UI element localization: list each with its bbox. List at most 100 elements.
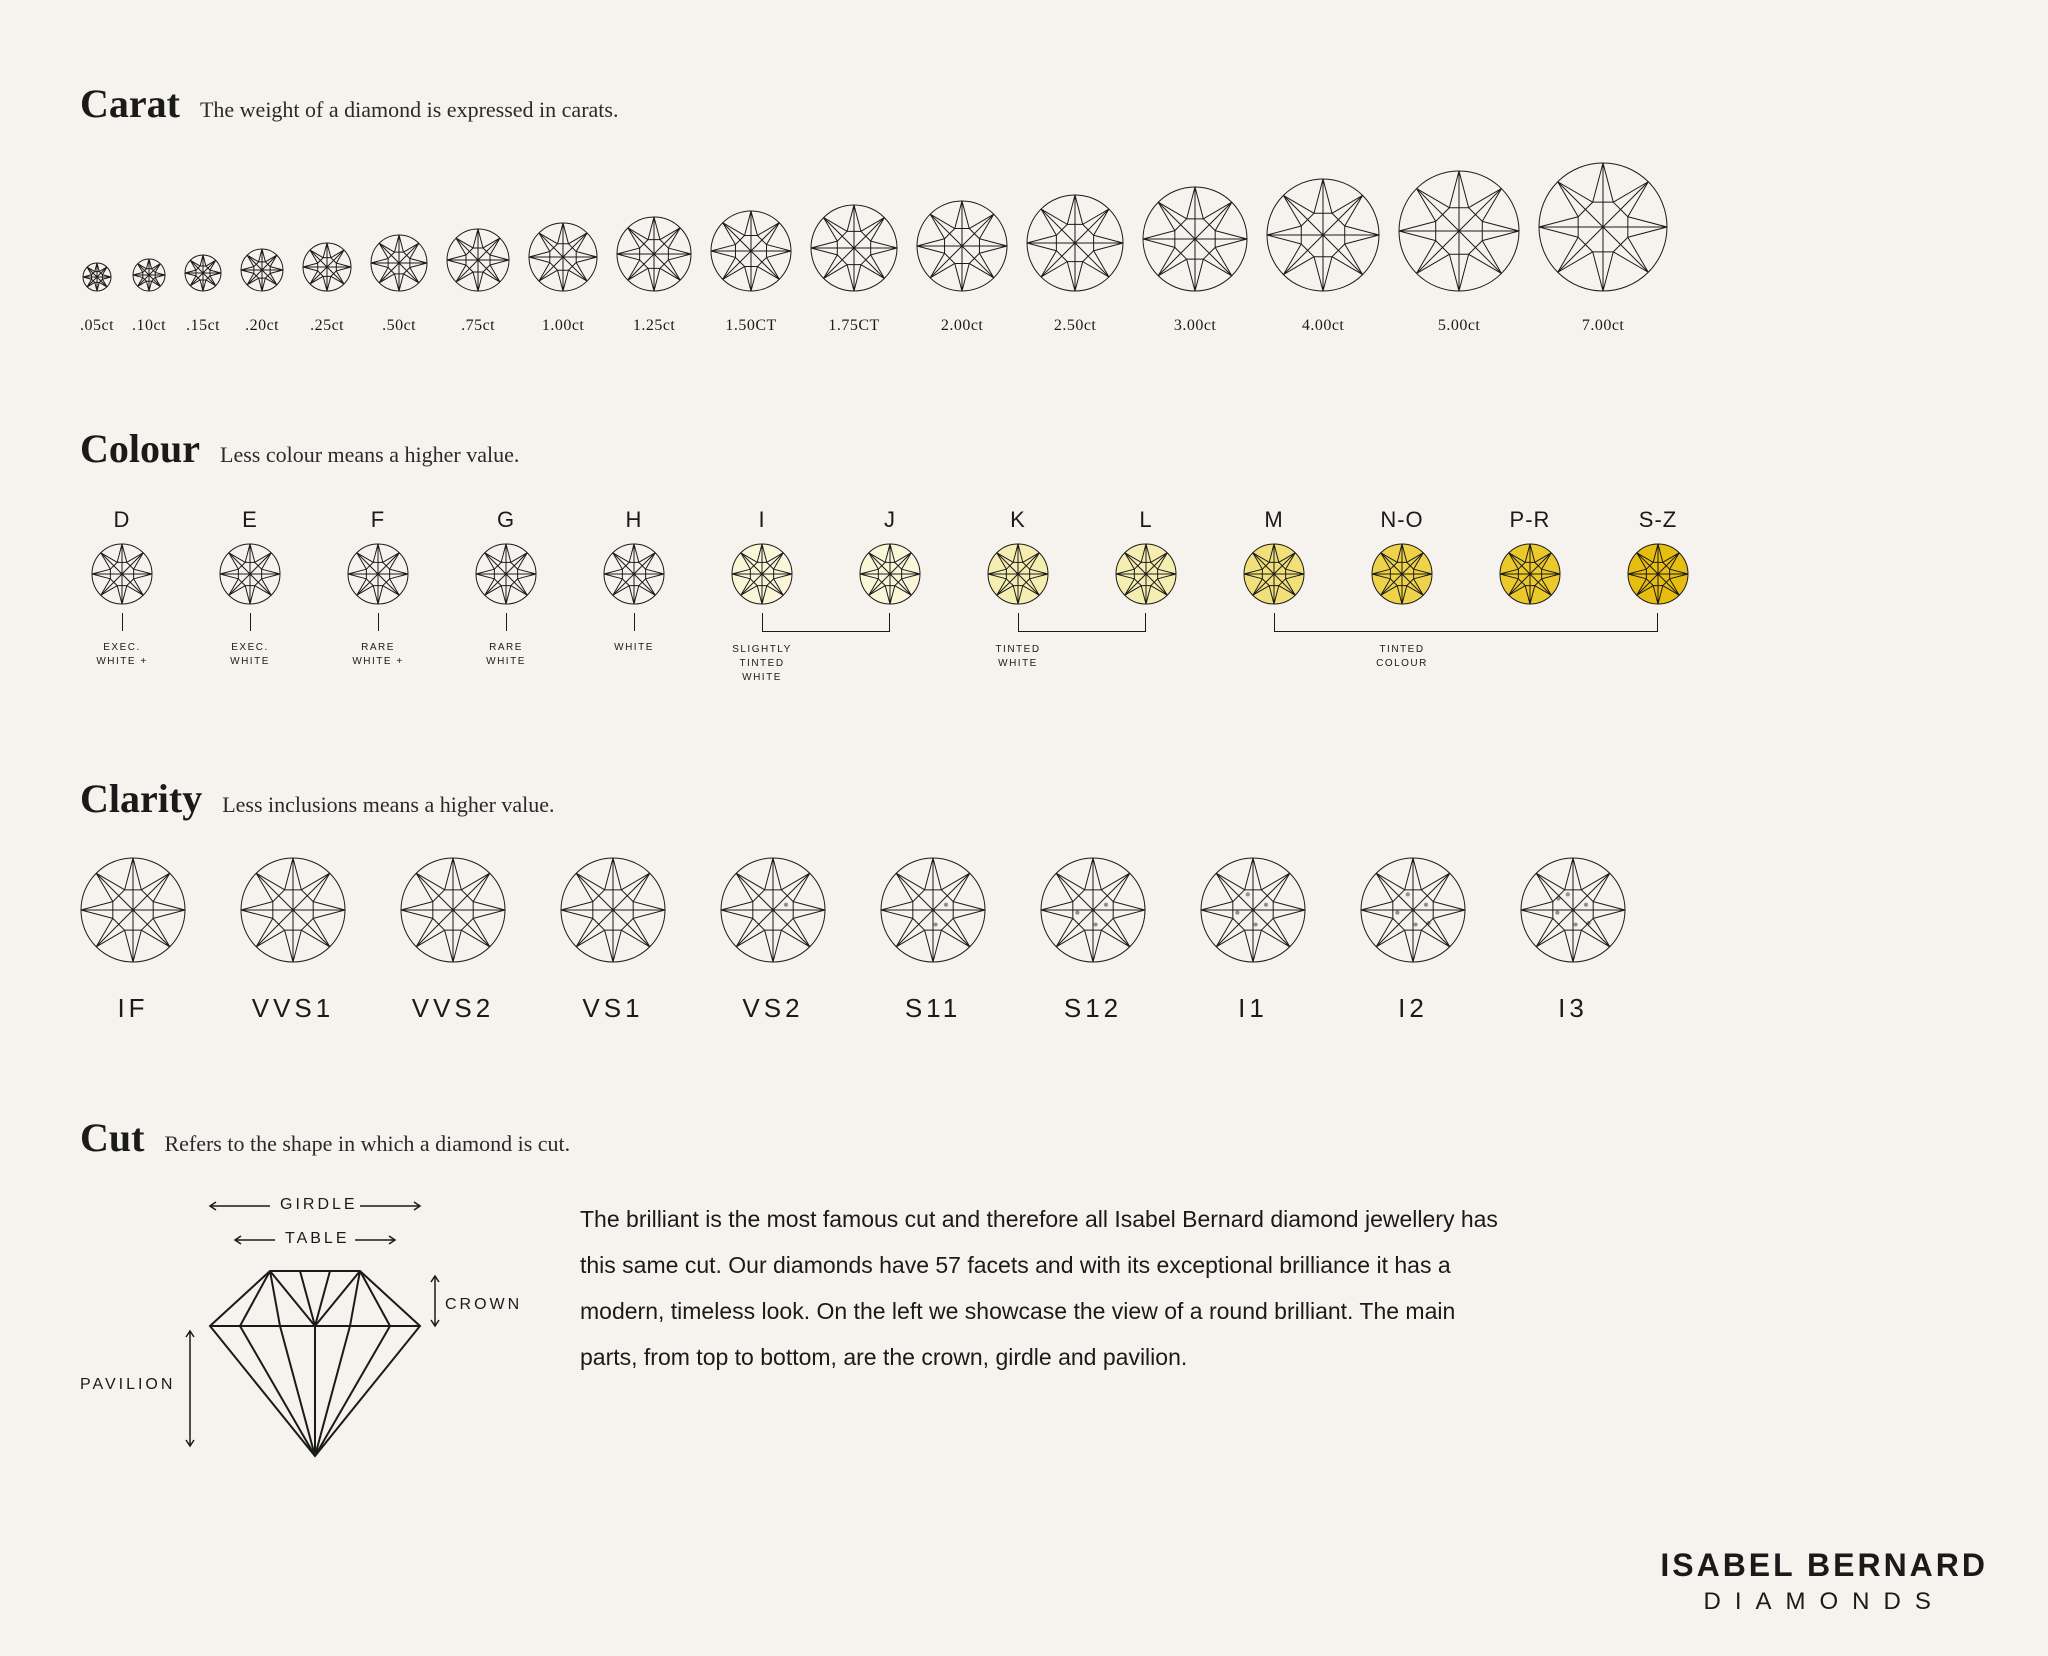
carat-label: 7.00ct [1582,317,1625,335]
colour-item: E EXEC. WHITE [208,507,292,669]
diamond-top-icon [1200,857,1306,963]
colour-item: K TINTED WHITE [976,507,1060,671]
cut-body: GIRDLE TABLE CROWN PAVILION [80,1196,1968,1496]
clarity-label: VVS1 [252,993,335,1024]
colour-bracket [1082,613,1210,633]
colour-item: F RARE WHITE + [336,507,420,669]
carat-label: 4.00ct [1302,317,1345,335]
carat-item: .50ct [370,234,428,335]
clarity-item: I2 [1360,857,1466,1024]
carat-subtitle: The weight of a diamond is expressed in … [200,97,618,123]
colour-item: D EXEC. WHITE + [80,507,164,669]
clarity-label: VVS2 [412,993,495,1024]
diamond-top-icon [859,543,921,605]
carat-label: 5.00ct [1438,317,1481,335]
carat-label: .25ct [310,317,344,335]
carat-item: .25ct [302,242,352,335]
colour-row: D EXEC. WHITE + E EXEC. WHITE F RARE WHI… [80,507,1968,685]
carat-header: Carat The weight of a diamond is express… [80,80,1968,127]
diamond-top-icon [80,857,186,963]
colour-desc: EXEC. WHITE + [96,641,147,669]
colour-group-label [1656,643,1660,671]
diamond-top-icon [528,222,598,292]
colour-bracket [826,613,954,633]
diamond-top-icon [810,204,898,292]
cut-header: Cut Refers to the shape in which a diamo… [80,1114,1968,1161]
colour-desc: EXEC. WHITE [230,641,270,669]
clarity-label: VS1 [582,993,643,1024]
diamond-top-icon [1142,186,1248,292]
colour-bracket [698,613,826,633]
colour-item: G RARE WHITE [464,507,548,669]
colour-item: I SLIGHTLY TINTED WHITE [720,507,804,685]
colour-grade: H [626,507,643,533]
clarity-section: Clarity Less inclusions means a higher v… [80,775,1968,1024]
carat-label: .75ct [461,317,495,335]
cut-title: Cut [80,1114,144,1161]
colour-item: S-Z [1616,507,1700,671]
clarity-label: I3 [1558,993,1588,1024]
carat-label: 1.75CT [828,317,879,335]
carat-item: 1.75CT [810,204,898,335]
carat-label: 1.00ct [542,317,585,335]
colour-grade: M [1264,507,1283,533]
diamond-top-icon [603,543,665,605]
colour-tick [122,613,123,631]
colour-grade: E [242,507,258,533]
diamond-top-icon [446,228,510,292]
carat-item: 1.25ct [616,216,692,335]
carat-section: Carat The weight of a diamond is express… [80,80,1968,335]
cut-label-table: TABLE [285,1230,350,1248]
colour-desc: RARE WHITE + [352,641,403,669]
colour-grade: G [497,507,515,533]
colour-tick [634,613,635,631]
carat-label: 2.50ct [1054,317,1097,335]
colour-tick [506,613,507,631]
diamond-top-icon [987,543,1049,605]
diamond-top-icon [184,254,222,292]
carat-label: .20ct [245,317,279,335]
diamond-top-icon [916,200,1008,292]
diamond-top-icon [1040,857,1146,963]
diamond-top-icon [1538,162,1668,292]
colour-group-label [888,643,892,671]
diamond-top-icon [1398,170,1520,292]
clarity-item: IF [80,857,186,1024]
colour-grade: K [1010,507,1026,533]
carat-item: 1.50CT [710,210,792,335]
diamond-top-icon [880,857,986,963]
carat-item: .10ct [132,258,166,335]
diamond-top-icon [720,857,826,963]
colour-item: L [1104,507,1188,671]
clarity-label: S12 [1064,993,1122,1024]
diamond-top-icon [302,242,352,292]
diamond-top-icon [1360,857,1466,963]
diamond-top-icon [91,543,153,605]
carat-label: .15ct [186,317,220,335]
cut-diagram: GIRDLE TABLE CROWN PAVILION [80,1196,520,1496]
carat-item: 3.00ct [1142,186,1248,335]
colour-grade: P-R [1510,507,1551,533]
diamond-top-icon [219,543,281,605]
carat-item: 4.00ct [1266,178,1380,335]
diamond-top-icon [1243,543,1305,605]
clarity-subtitle: Less inclusions means a higher value. [222,792,554,818]
colour-group-label [1272,643,1276,671]
carat-item: 5.00ct [1398,170,1520,335]
clarity-label: VS2 [742,993,803,1024]
colour-grade: L [1139,507,1152,533]
carat-label: 2.00ct [941,317,984,335]
clarity-label: IF [117,993,148,1024]
colour-item: P-R [1488,507,1572,671]
clarity-item: S11 [880,857,986,1024]
clarity-item: S12 [1040,857,1146,1024]
carat-label: 1.25ct [633,317,676,335]
brand-sub: DIAMONDS [1660,1588,1988,1616]
clarity-label: I1 [1238,993,1268,1024]
colour-group-label [1528,643,1532,671]
colour-bracket [1466,613,1594,633]
colour-item: M [1232,507,1316,671]
colour-bracket [1210,613,1338,633]
clarity-item: I1 [1200,857,1306,1024]
diamond-top-icon [1266,178,1380,292]
